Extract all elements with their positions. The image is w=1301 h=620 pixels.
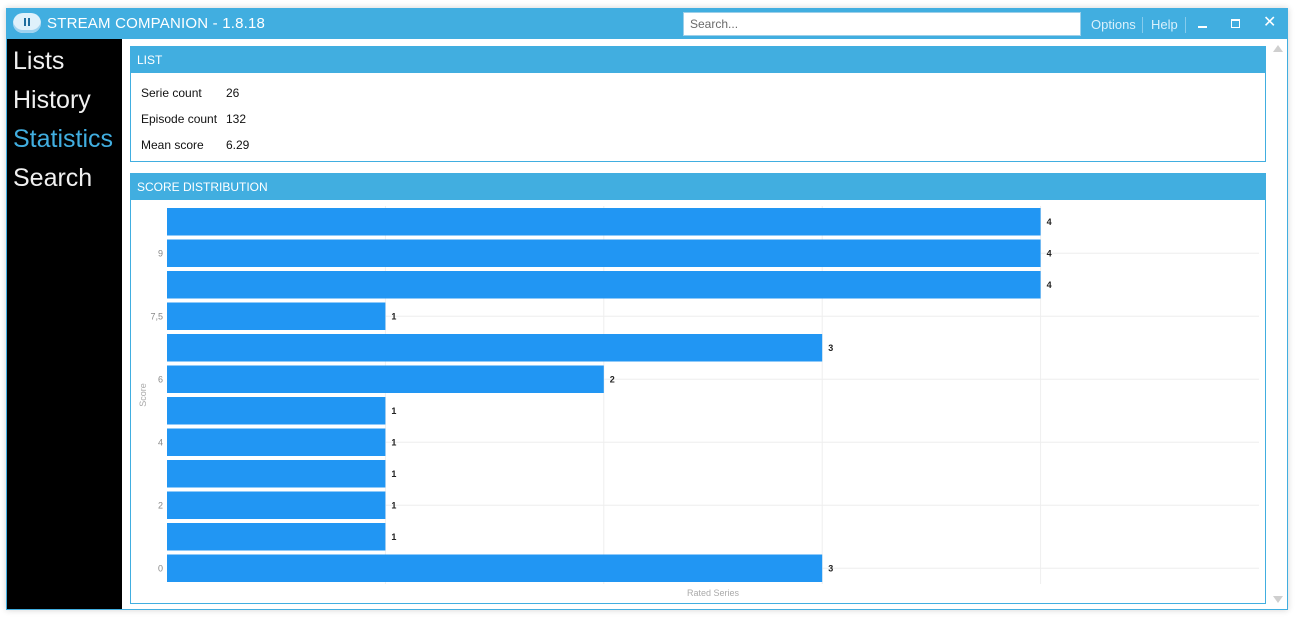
y-tick-label: 4 [158, 437, 163, 447]
minimize-icon [1198, 26, 1207, 28]
scroll-down-icon[interactable] [1273, 596, 1283, 603]
y-tick-label: 6 [158, 374, 163, 384]
scroll-up-icon[interactable] [1273, 45, 1283, 52]
sidebar: Lists History Statistics Search [7, 39, 122, 609]
stat-label: Mean score [141, 138, 204, 152]
help-link[interactable]: Help [1151, 17, 1178, 32]
bar-1 [167, 523, 386, 551]
bar-value-label: 1 [391, 500, 396, 510]
bar-3 [167, 460, 386, 488]
bar-value-label: 4 [1047, 280, 1052, 290]
bar-value-label: 1 [391, 437, 396, 447]
stat-row-serie-count: Serie count 26 [141, 86, 239, 100]
bar-7,5 [167, 302, 386, 330]
stat-label: Serie count [141, 86, 202, 100]
x-axis-label: Rated Series [687, 588, 740, 598]
bar-8 [167, 271, 1041, 299]
close-icon: ✕ [1263, 14, 1277, 31]
app-window: STREAM COMPANION - 1.8.18 Options Help ✕… [6, 8, 1288, 610]
maximize-icon [1231, 19, 1240, 28]
score-distribution-panel: SCORE DISTRIBUTION 4 4 4 1 3 2 1 1 1 1 1 3 9 7,5 6 4 2 0 S… [130, 173, 1266, 604]
sidebar-item-history[interactable]: History [13, 86, 91, 114]
score-distribution-chart: 4 4 4 1 3 2 1 1 1 1 1 3 9 7,5 6 4 2 0 Score Rated Series [138, 206, 1259, 598]
search-input[interactable] [683, 12, 1081, 36]
list-panel-header: LIST [131, 47, 1265, 73]
stat-value: 132 [226, 112, 247, 126]
stat-row-episode-count: Episode count 132 [141, 112, 246, 126]
bar-value-label: 1 [391, 532, 396, 542]
bar-0 [167, 554, 823, 582]
stat-row-mean-score: Mean score 6.29 [141, 138, 249, 152]
maximize-button[interactable] [1225, 13, 1247, 35]
stat-value: 6.29 [226, 138, 250, 152]
bar-2 [167, 491, 386, 519]
bar-value-label: 3 [828, 563, 833, 573]
bar-value-label: 3 [828, 343, 833, 353]
stat-label: Episode count [141, 112, 218, 126]
sidebar-item-lists[interactable]: Lists [13, 47, 65, 75]
y-tick-label: 7,5 [150, 311, 163, 321]
title-bar[interactable]: STREAM COMPANION - 1.8.18 Options Help ✕ [7, 9, 1287, 39]
options-link[interactable]: Options [1091, 17, 1136, 32]
close-button[interactable]: ✕ [1259, 13, 1281, 35]
app-logo-icon [13, 13, 41, 33]
y-tick-label: 9 [158, 248, 163, 258]
stat-value: 26 [226, 86, 240, 100]
titlebar-divider [1185, 17, 1186, 33]
score-panel-header: SCORE DISTRIBUTION [131, 174, 1265, 200]
sidebar-item-search[interactable]: Search [13, 164, 93, 192]
bar-value-label: 4 [1047, 217, 1052, 227]
bar-value-label: 1 [391, 311, 396, 321]
bar-value-label: 1 [391, 469, 396, 479]
y-tick-label: 2 [158, 500, 163, 510]
window-title: STREAM COMPANION - 1.8.18 [47, 15, 266, 32]
bar-7 [167, 334, 823, 362]
y-axis-label: Score [138, 383, 148, 407]
bar-value-label: 2 [610, 374, 615, 384]
main-content: LIST Serie count 26 Episode count 132 Mean… [122, 39, 1287, 609]
bar-10 [167, 208, 1041, 236]
bar-6 [167, 365, 604, 393]
score-chart-area: 4 4 4 1 3 2 1 1 1 1 1 3 9 7,5 6 4 2 0 Score Rated Series [131, 200, 1265, 603]
bar-value-label: 1 [391, 406, 396, 416]
minimize-button[interactable] [1192, 13, 1214, 35]
bar-4 [167, 428, 386, 456]
bar-5 [167, 397, 386, 425]
y-tick-label: 0 [158, 563, 163, 573]
sidebar-item-statistics[interactable]: Statistics [13, 125, 114, 153]
bar-9 [167, 239, 1041, 267]
titlebar-divider [1142, 17, 1143, 33]
bar-value-label: 4 [1047, 248, 1052, 258]
list-panel: LIST Serie count 26 Episode count 132 Mean… [130, 46, 1266, 162]
